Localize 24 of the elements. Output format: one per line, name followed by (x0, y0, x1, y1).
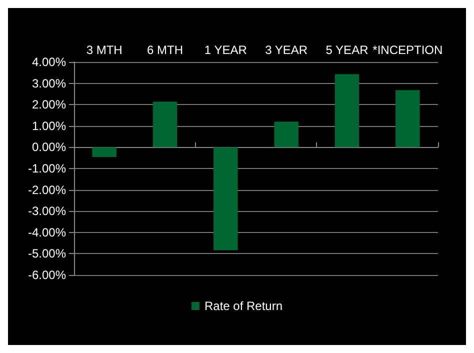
bar (152, 102, 178, 148)
bar (92, 147, 116, 157)
x-tick-label: 6 MTH (147, 43, 183, 57)
y-tick-label: -6.00% (28, 268, 66, 282)
bar (274, 122, 298, 148)
x-tick-label: 3 MTH (86, 43, 122, 57)
y-tick-label: 1.00% (32, 118, 66, 133)
y-tick-label: 2.00% (32, 98, 66, 112)
bar (334, 74, 360, 148)
y-tick-label: 3.00% (32, 76, 66, 90)
y-tick-label: 0.00% (32, 140, 66, 154)
x-tick-label: 5 YEAR (326, 43, 369, 57)
y-tick-label: -2.00% (28, 182, 66, 197)
y-tick-label: -5.00% (28, 246, 66, 261)
y-tick-label: -1.00% (28, 162, 66, 176)
y-tick-label: -3.00% (28, 204, 66, 218)
bar (214, 147, 238, 250)
legend-label: Rate of Return (204, 299, 283, 313)
x-tick-label: 3 YEAR (265, 43, 308, 57)
x-tick-label: *INCEPTION (372, 43, 443, 57)
y-tick-label: 4.00% (32, 55, 66, 69)
bar (396, 90, 420, 148)
y-tick-label: -4.00% (28, 225, 66, 240)
x-tick-label: 1 YEAR (204, 43, 248, 57)
